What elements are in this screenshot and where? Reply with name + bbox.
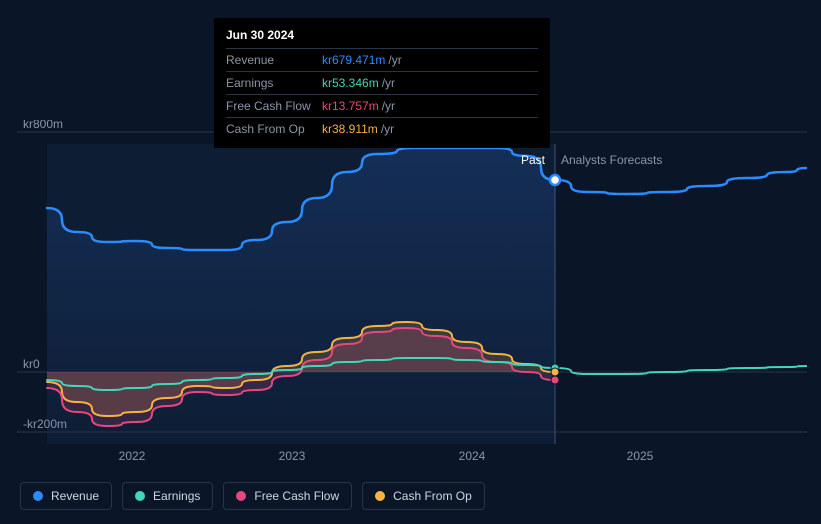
tooltip-metric-label: Revenue bbox=[226, 53, 322, 67]
legend-label: Cash From Op bbox=[393, 489, 472, 503]
legend-dot-icon bbox=[375, 491, 385, 501]
legend-item-revenue[interactable]: Revenue bbox=[20, 482, 112, 510]
tooltip-metric-unit: /yr bbox=[382, 76, 395, 90]
tooltip-metric-unit: /yr bbox=[381, 122, 394, 136]
legend-label: Revenue bbox=[51, 489, 99, 503]
legend-item-free-cash-flow[interactable]: Free Cash Flow bbox=[223, 482, 352, 510]
tooltip-metric-value: kr38.911m bbox=[322, 122, 378, 136]
tooltip-date: Jun 30 2024 bbox=[226, 28, 538, 48]
y-axis-label: kr0 bbox=[23, 357, 40, 371]
legend-label: Free Cash Flow bbox=[254, 489, 339, 503]
tooltip-metric-value: kr53.346m bbox=[322, 76, 379, 90]
tooltip-metric-unit: /yr bbox=[388, 53, 401, 67]
tooltip-row: Cash From Opkr38.911m/yr bbox=[226, 117, 538, 140]
tooltip-metric-unit: /yr bbox=[382, 99, 395, 113]
tooltip-row: Free Cash Flowkr13.757m/yr bbox=[226, 94, 538, 117]
chart-tooltip: Jun 30 2024 Revenuekr679.471m/yrEarnings… bbox=[214, 18, 550, 148]
x-axis-label: 2024 bbox=[459, 449, 486, 463]
forecast-label: Analysts Forecasts bbox=[561, 153, 662, 167]
financial-chart: kr800mkr0-kr200m2022202320242025 Past An… bbox=[17, 120, 807, 470]
past-label: Past bbox=[521, 153, 545, 167]
y-axis-label: kr800m bbox=[23, 120, 63, 131]
tooltip-metric-value: kr13.757m bbox=[322, 99, 379, 113]
legend-dot-icon bbox=[135, 491, 145, 501]
tooltip-row: Revenuekr679.471m/yr bbox=[226, 48, 538, 71]
x-axis-label: 2025 bbox=[627, 449, 654, 463]
legend-item-earnings[interactable]: Earnings bbox=[122, 482, 213, 510]
x-axis-label: 2023 bbox=[279, 449, 306, 463]
chart-legend: Revenue Earnings Free Cash Flow Cash From O… bbox=[20, 482, 485, 510]
tooltip-metric-label: Earnings bbox=[226, 76, 322, 90]
legend-dot-icon bbox=[33, 491, 43, 501]
tooltip-row: Earningskr53.346m/yr bbox=[226, 71, 538, 94]
tooltip-metric-label: Free Cash Flow bbox=[226, 99, 322, 113]
legend-label: Earnings bbox=[153, 489, 200, 503]
tooltip-metric-value: kr679.471m bbox=[322, 53, 385, 67]
legend-item-cash-from-op[interactable]: Cash From Op bbox=[362, 482, 485, 510]
tooltip-metric-label: Cash From Op bbox=[226, 122, 322, 136]
x-axis-label: 2022 bbox=[119, 449, 146, 463]
legend-dot-icon bbox=[236, 491, 246, 501]
